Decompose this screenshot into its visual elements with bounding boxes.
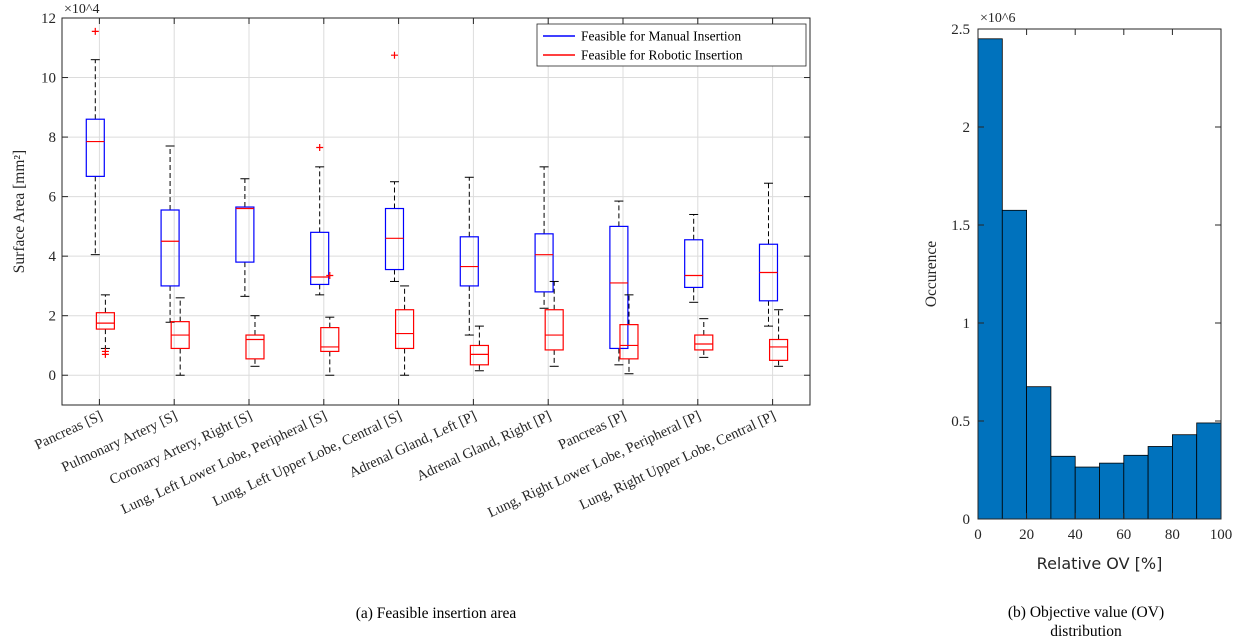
outlier-marker (390, 51, 398, 59)
x-tick-label: Adrenal Gland, Left [P] (347, 408, 479, 481)
box-iqr (459, 236, 479, 287)
histogram-bar (977, 38, 1003, 520)
legend-entry: Feasible for Manual Insertion (581, 29, 741, 44)
box-iqr (544, 309, 564, 351)
y-tick-label: 1.5 (951, 218, 970, 234)
box-manual (534, 166, 554, 309)
box-manual (684, 213, 704, 303)
x-tick-label: 60 (1116, 527, 1131, 543)
outlier-marker (316, 143, 324, 151)
series-robotic (95, 272, 789, 376)
y-tick-label: 0.5 (951, 414, 970, 430)
y-axis-label: Surface Area [mm²] (11, 150, 28, 273)
histogram-bar (1001, 209, 1027, 520)
box-manual (459, 176, 479, 336)
box-iqr (469, 344, 489, 366)
x-tick-label: 80 (1165, 527, 1180, 543)
x-axis-label: Relative OV [%] (1037, 554, 1163, 573)
y-tick-label: 0 (963, 512, 971, 528)
y-axis-label: Occurence (923, 241, 940, 307)
y-tick-label: 2 (49, 309, 57, 325)
outlier-marker (91, 27, 99, 35)
plot-frame (61, 17, 811, 406)
box-iqr (320, 327, 340, 353)
series-manual (85, 27, 779, 366)
box-robotic (245, 315, 265, 367)
histogram-bar (1099, 462, 1125, 520)
histogram-bar (1026, 386, 1052, 520)
box-iqr (160, 209, 180, 287)
box-robotic (768, 309, 789, 367)
box-robotic (694, 318, 714, 358)
box-iqr (619, 324, 639, 360)
y-tick-label: 1 (963, 316, 971, 332)
y-tick-label: 6 (49, 190, 57, 206)
box-iqr (310, 231, 330, 286)
grid (62, 17, 810, 405)
outlier-marker (101, 347, 109, 355)
y-exponent-label: ×10^6 (980, 11, 1015, 26)
y-tick-label: 2 (963, 120, 971, 136)
box-robotic (619, 294, 639, 375)
histogram-bar (1050, 455, 1076, 520)
histogram-bar (1074, 466, 1100, 520)
box-iqr (768, 338, 789, 361)
histogram-bar (1172, 434, 1198, 520)
box-iqr (694, 334, 714, 351)
caption-a: (a) Feasible insertion area (356, 605, 517, 622)
box-robotic (170, 297, 190, 376)
caption-b-line1: (b) Objective value (OV) (1008, 604, 1164, 621)
box-manual (384, 51, 405, 282)
y-tick-label: 0 (49, 368, 57, 384)
histogram-bar (1147, 446, 1173, 520)
box-iqr (534, 233, 554, 293)
box-manual (235, 178, 255, 297)
box-manual (609, 200, 629, 366)
box-iqr (85, 118, 105, 177)
box-iqr (609, 225, 629, 350)
legend-entry: Feasible for Robotic Insertion (581, 48, 743, 63)
outlier-marker (326, 272, 334, 280)
y-tick-label: 2.5 (951, 22, 970, 38)
box-robotic (95, 294, 115, 358)
y-exponent-label: ×10^4 (64, 2, 99, 17)
box-iqr (95, 312, 115, 330)
y-tick-label: 12 (41, 11, 56, 27)
y-tick-label: 10 (41, 71, 56, 87)
box-robotic (544, 280, 564, 367)
histogram-chart: 0 0.5 1 1.5 2 2.5 0 20 40 60 80 100 ×10^6 Occurence Re… (923, 11, 1232, 640)
x-tick-label: Adrenal Gland, Right [P] (414, 408, 554, 484)
box-robotic (320, 272, 340, 376)
box-manual (160, 145, 180, 323)
plot-frame (977, 28, 1222, 520)
box-iqr (235, 206, 255, 263)
box-iqr (684, 239, 704, 289)
x-tick-label: 40 (1068, 527, 1083, 543)
box-manual (310, 143, 330, 296)
x-tick-label: 0 (974, 527, 982, 543)
legend: Feasible for Manual Insertion Feasible fo… (536, 23, 807, 67)
box-iqr (384, 207, 405, 271)
caption-b-line2: distribution (1050, 623, 1122, 640)
box-robotic (394, 285, 415, 376)
legend-box (536, 23, 807, 67)
histogram-bar (1123, 454, 1149, 520)
box-manual (85, 27, 105, 256)
x-tick-label: 100 (1210, 527, 1233, 543)
box-iqr (394, 309, 415, 350)
y-tick-label: 8 (49, 130, 57, 146)
box-iqr (245, 334, 265, 360)
box-manual (758, 182, 779, 327)
box-robotic (469, 325, 489, 372)
histogram-bar (1196, 422, 1222, 520)
x-tick-label: 20 (1019, 527, 1034, 543)
y-tick-label: 4 (49, 249, 57, 265)
